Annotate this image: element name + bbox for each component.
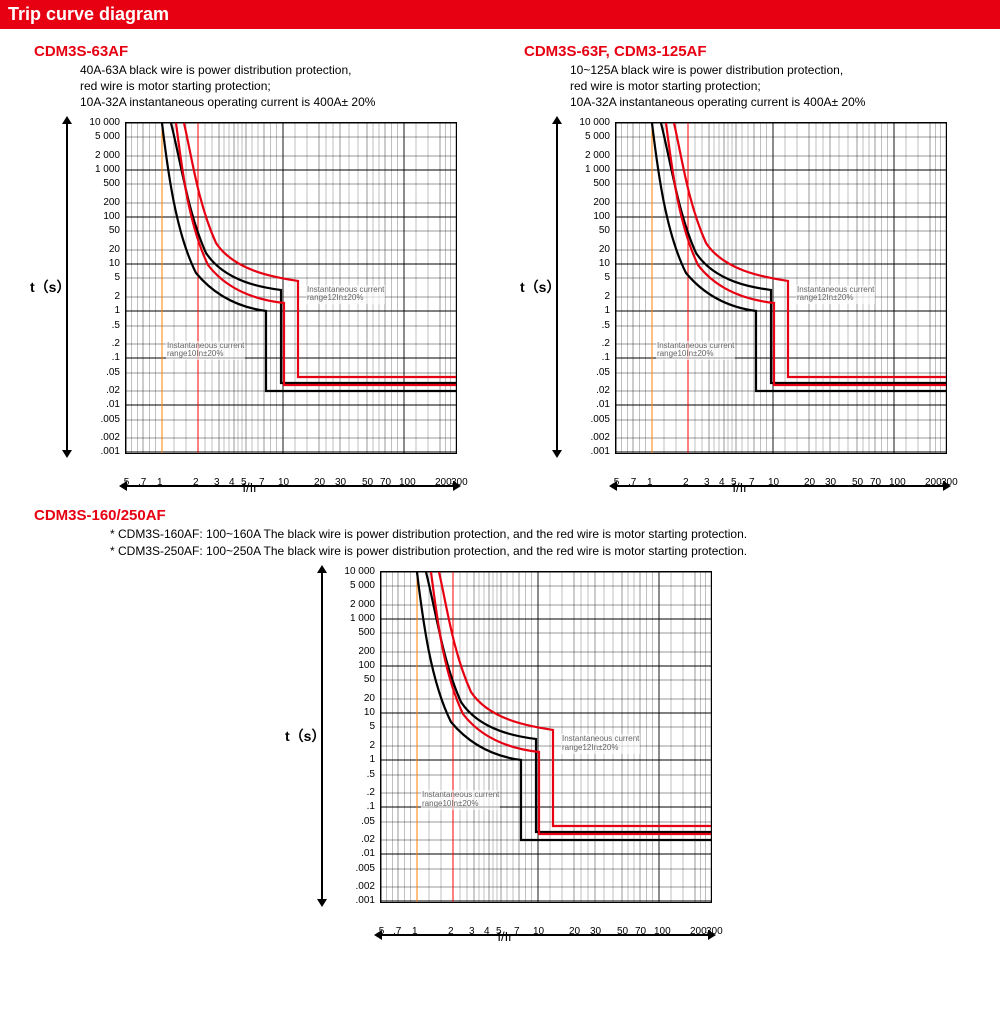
- panel-2: CDM3S-63F, CDM3-125AF 10~125A black wire…: [520, 37, 980, 497]
- panel-3-title: CDM3S-160/250AF: [34, 507, 980, 524]
- panel-1: CDM3S-63AF 40A-63A black wire is power d…: [30, 37, 490, 497]
- chart-3: t（s）I/Ir10 0005 0002 0001 00050020010050…: [285, 566, 725, 946]
- panel-3-desc: * CDM3S-160AF: 100~160A The black wire i…: [110, 526, 980, 561]
- top-panels-row: CDM3S-63AF 40A-63A black wire is power d…: [0, 29, 1000, 497]
- y-axis-label: t（s）: [285, 726, 325, 746]
- y-axis-label: t（s）: [30, 277, 70, 297]
- panel-1-desc: 40A-63A black wire is power distribution…: [80, 62, 460, 111]
- panel-2-desc: 10~125A black wire is power distribution…: [570, 62, 950, 111]
- y-axis-label: t（s）: [520, 277, 560, 297]
- chart-1: t（s）I/Ir10 0005 0002 0001 00050020010050…: [30, 117, 470, 497]
- chart-2: t（s）I/Ir10 0005 0002 0001 00050020010050…: [520, 117, 960, 497]
- panel-1-title: CDM3S-63AF: [34, 43, 490, 60]
- page-header: Trip curve diagram: [0, 0, 1000, 29]
- panel-2-title: CDM3S-63F, CDM3-125AF: [524, 43, 980, 60]
- bottom-panel-row: CDM3S-160/250AF * CDM3S-160AF: 100~160A …: [0, 497, 1000, 957]
